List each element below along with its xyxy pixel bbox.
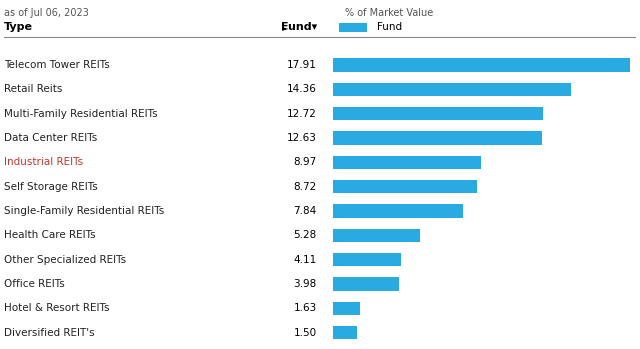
FancyBboxPatch shape	[333, 58, 630, 72]
Text: 7.84: 7.84	[294, 206, 317, 216]
FancyBboxPatch shape	[333, 253, 401, 266]
Text: 12.72: 12.72	[287, 109, 317, 119]
FancyBboxPatch shape	[333, 131, 542, 145]
FancyBboxPatch shape	[333, 156, 481, 169]
Text: Industrial REITs: Industrial REITs	[4, 157, 83, 167]
Text: Office REITs: Office REITs	[4, 279, 65, 289]
Text: Fund: Fund	[377, 22, 402, 32]
Text: Multi-Family Residential REITs: Multi-Family Residential REITs	[4, 109, 158, 119]
FancyBboxPatch shape	[333, 83, 571, 96]
FancyBboxPatch shape	[339, 23, 367, 32]
FancyBboxPatch shape	[333, 204, 463, 218]
Text: 4.11: 4.11	[294, 255, 317, 265]
FancyBboxPatch shape	[333, 180, 477, 193]
Text: 12.63: 12.63	[287, 133, 317, 143]
Text: 5.28: 5.28	[294, 230, 317, 240]
Text: as of Jul 06, 2023: as of Jul 06, 2023	[4, 8, 89, 18]
Text: 1.50: 1.50	[294, 328, 317, 338]
FancyBboxPatch shape	[333, 326, 358, 339]
Text: ►: ►	[282, 23, 289, 32]
FancyBboxPatch shape	[333, 229, 420, 242]
Text: Other Specialized REITs: Other Specialized REITs	[4, 255, 126, 265]
Text: Single-Family Residential REITs: Single-Family Residential REITs	[4, 206, 164, 216]
FancyBboxPatch shape	[333, 277, 399, 291]
Text: Type: Type	[4, 22, 33, 32]
Text: Self Storage REITs: Self Storage REITs	[4, 182, 98, 192]
Text: 14.36: 14.36	[287, 84, 317, 94]
FancyBboxPatch shape	[333, 302, 360, 315]
Text: Diversified REIT's: Diversified REIT's	[4, 328, 95, 338]
Text: 8.72: 8.72	[294, 182, 317, 192]
Text: % of Market Value: % of Market Value	[345, 8, 433, 18]
Text: Hotel & Resort REITs: Hotel & Resort REITs	[4, 303, 109, 313]
Text: Telecom Tower REITs: Telecom Tower REITs	[4, 60, 110, 70]
Text: 8.97: 8.97	[294, 157, 317, 167]
Text: Health Care REITs: Health Care REITs	[4, 230, 96, 240]
Text: 17.91: 17.91	[287, 60, 317, 70]
Text: 3.98: 3.98	[294, 279, 317, 289]
FancyBboxPatch shape	[333, 107, 543, 120]
Text: Retail Reits: Retail Reits	[4, 84, 63, 94]
Text: Data Center REITs: Data Center REITs	[4, 133, 97, 143]
Text: Fund▾: Fund▾	[280, 22, 317, 32]
Text: 1.63: 1.63	[294, 303, 317, 313]
